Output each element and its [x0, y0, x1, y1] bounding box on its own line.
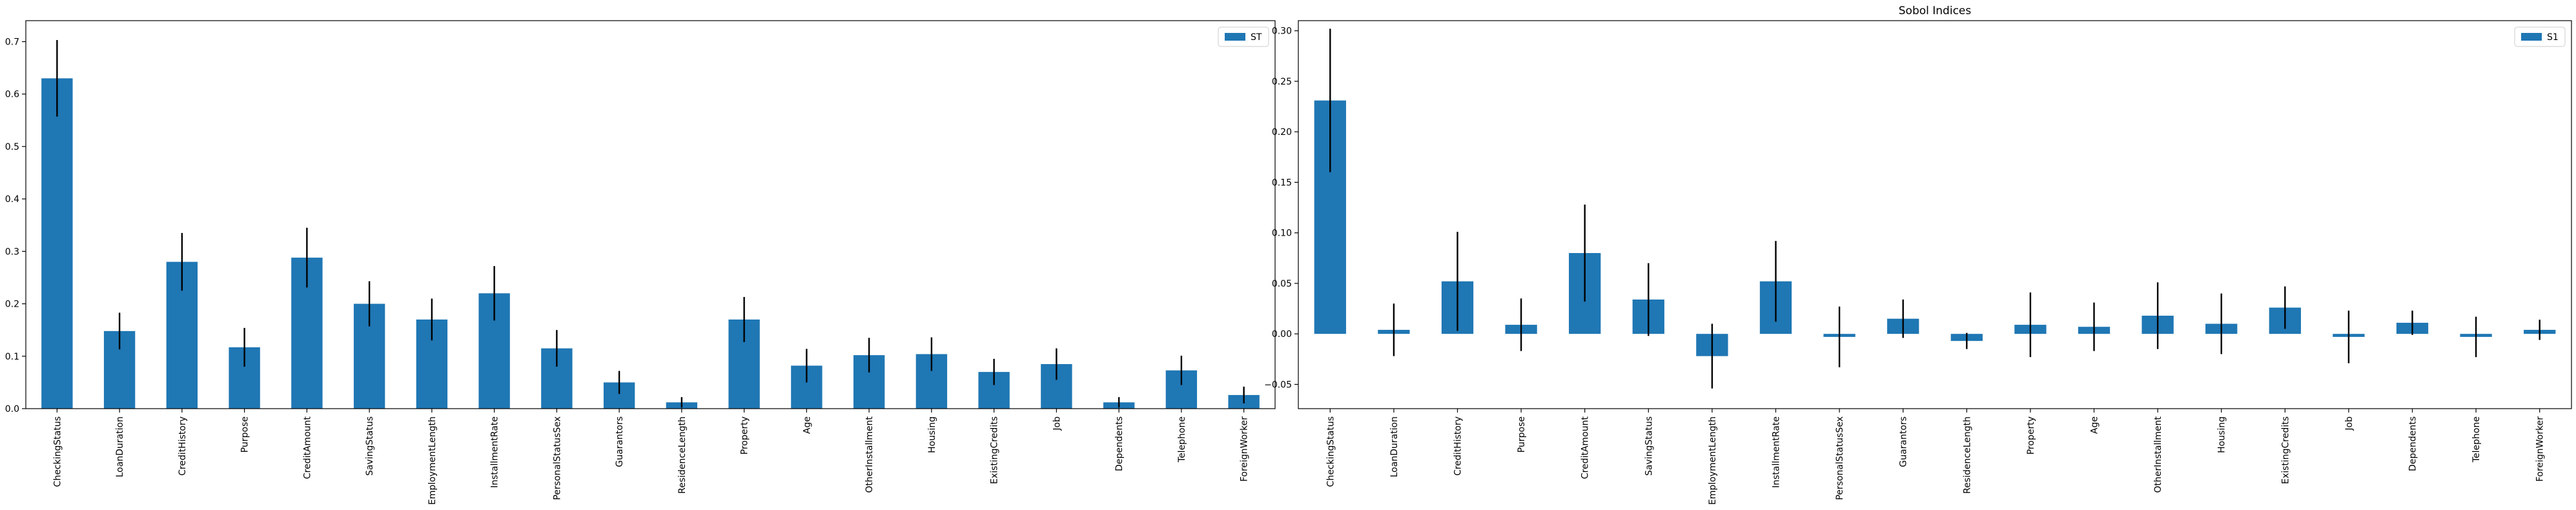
x-tick-label: Guarantors [615, 416, 625, 467]
y-tick-label: 0.10 [1272, 229, 1292, 239]
x-tick-label: LoanDuration [1389, 416, 1400, 477]
x-tick-label: ExistingCredits [990, 416, 1000, 484]
x-tick-label: ResidenceLength [677, 416, 688, 494]
x-tick-label: Property [740, 416, 750, 454]
x-tick-label: Purpose [1517, 416, 1527, 453]
x-tick-label: InstallmentRate [1772, 416, 1782, 488]
y-tick-label: 0.5 [5, 142, 19, 152]
legend-label: S1 [2547, 32, 2559, 43]
x-tick-label: Housing [2217, 416, 2227, 453]
x-tick-label: ResidenceLength [1962, 416, 1972, 494]
plot-frame [25, 20, 1276, 409]
x-tick-label: Telephone [2471, 416, 2482, 463]
x-tick-label: CreditAmount [302, 416, 312, 479]
x-tick-label: CheckingStatus [52, 416, 63, 487]
y-tick-label: 0.2 [5, 300, 19, 310]
x-tick-label: OtherInstallment [2153, 416, 2163, 493]
x-tick-label: Job [2344, 416, 2355, 431]
x-tick-label: SavingStatus [365, 416, 375, 476]
y-tick-label: 0.7 [5, 37, 19, 47]
y-tick-label: −0.05 [1264, 380, 1292, 390]
y-tick-label: 0.20 [1272, 127, 1292, 138]
y-tick-label: 0.6 [5, 90, 19, 100]
y-tick-label: 0.1 [5, 352, 19, 362]
x-tick-label: CreditHistory [178, 416, 188, 476]
bar-checkingstatus [41, 78, 73, 409]
x-tick-label: PersonalStatusSex [1835, 416, 1845, 500]
x-tick-label: SavingStatus [1644, 416, 1654, 476]
y-tick-label: 0.25 [1272, 77, 1292, 87]
x-tick-label: ForeignWorker [2535, 416, 2546, 482]
legend-swatch [2521, 33, 2542, 41]
x-tick-label: EmploymentLength [1708, 416, 1718, 505]
legend-label: ST [1251, 32, 1262, 43]
x-tick-label: CreditAmount [1580, 416, 1591, 479]
x-tick-label: Age [2090, 416, 2100, 434]
y-tick-label: 0.30 [1272, 26, 1292, 37]
legend-swatch [1225, 33, 1245, 41]
x-tick-label: Property [2026, 416, 2036, 454]
x-tick-label: OtherInstallment [864, 416, 875, 493]
x-tick-label: Age [802, 416, 812, 434]
x-tick-label: CheckingStatus [1325, 416, 1336, 487]
st-chart: 0.0 0.1 0.2 0.3 0.4 0.5 0.6 0.7 CheckingStatus Lo… [5, 20, 1276, 505]
y-tick-label: 0.4 [5, 194, 19, 205]
y-tick-label: 0.3 [5, 247, 19, 257]
y-tick-label: 0.15 [1272, 178, 1292, 188]
x-tick-label: EmploymentLength [427, 416, 438, 505]
y-tick-label: 0.05 [1272, 279, 1292, 289]
x-tick-label: Dependents [1114, 416, 1125, 471]
x-tick-label: CreditHistory [1453, 416, 1464, 476]
x-tick-label: PersonalStatusSex [552, 416, 562, 500]
x-tick-label: Dependents [2408, 416, 2418, 471]
x-tick-label: Housing [927, 416, 937, 453]
s1-chart: Sobol Indices −0.05 0.00 0.05 0.10 0.15 0.20 0.… [1264, 5, 2572, 505]
x-tick-label: Guarantors [1899, 416, 1909, 467]
y-tick-label: 0.00 [1272, 329, 1292, 340]
x-tick-label: ExistingCredits [2280, 416, 2291, 484]
chart-title: Sobol Indices [1899, 5, 1972, 17]
x-tick-label: Purpose [240, 416, 250, 453]
x-tick-label: Job [1052, 416, 1062, 431]
x-tick-label: Telephone [1177, 416, 1187, 463]
x-tick-label: LoanDuration [115, 416, 125, 477]
y-tick-label: 0.0 [5, 404, 19, 414]
x-tick-label: InstallmentRate [490, 416, 500, 488]
x-tick-label: ForeignWorker [1240, 416, 1250, 482]
plot-frame [1298, 20, 2572, 409]
